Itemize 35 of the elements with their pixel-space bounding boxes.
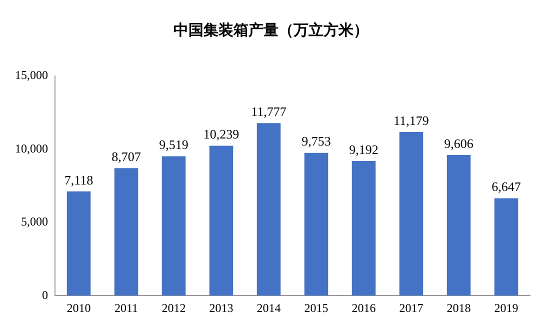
bar [399, 132, 424, 296]
bar [114, 168, 138, 296]
x-tick-label: 2014 [256, 300, 281, 315]
y-tick-label: 0 [42, 288, 48, 302]
y-tick-label: 5,000 [21, 214, 48, 229]
data-label: 10,239 [203, 126, 240, 142]
x-tick-label: 2013 [209, 300, 234, 315]
x-tick-label: 2016 [352, 300, 376, 315]
bar [162, 156, 186, 296]
bar [352, 161, 376, 296]
x-tick-label: 2017 [399, 300, 424, 315]
data-label: 7,118 [64, 172, 94, 188]
data-label: 11,179 [394, 112, 429, 128]
data-label: 9,753 [302, 134, 331, 149]
data-label: 8,707 [112, 149, 142, 164]
y-tick-label: 15,000 [15, 68, 48, 82]
x-tick-label: 2019 [494, 300, 518, 315]
y-tick-label: 10,000 [15, 141, 48, 156]
x-tick-label: 2010 [66, 300, 91, 315]
bar [256, 123, 281, 296]
bar [446, 154, 471, 296]
data-label: 9,606 [444, 136, 474, 151]
x-tick-label: 2015 [304, 300, 328, 315]
x-tick-label: 2018 [446, 300, 471, 315]
bar [494, 198, 518, 296]
data-label: 6,647 [492, 179, 522, 194]
data-label: 9,519 [159, 137, 188, 152]
x-tick-label: 2011 [114, 300, 138, 315]
bar [209, 146, 234, 296]
bar [304, 152, 328, 296]
x-tick-label: 2012 [162, 300, 186, 315]
data-label: 11,777 [251, 104, 287, 120]
bar [66, 191, 91, 296]
data-label: 9,192 [349, 142, 378, 157]
chart-title: 中国集装箱产量（万立方米） [174, 20, 368, 39]
